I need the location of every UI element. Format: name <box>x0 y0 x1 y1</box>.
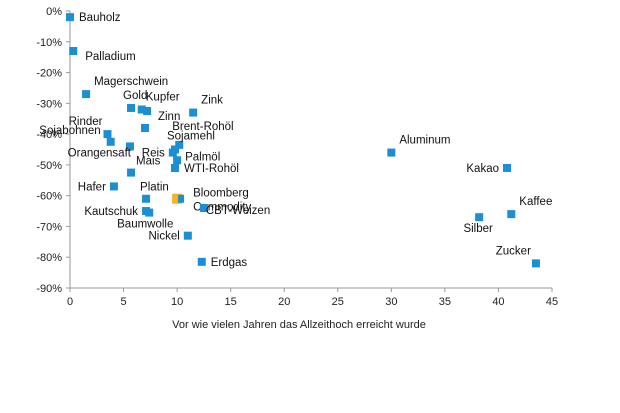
x-tick-label: 10 <box>171 296 183 308</box>
point-label: Brent-Rohöl <box>172 121 233 133</box>
data-point <box>140 123 149 132</box>
point-label: Sojamehl <box>167 131 215 143</box>
y-tick-label: -40% <box>36 129 62 141</box>
point-label: Silber <box>463 223 493 235</box>
data-point <box>137 105 146 114</box>
data-point <box>475 213 484 222</box>
data-point <box>172 193 183 204</box>
data-point <box>183 231 192 240</box>
x-tick-label: 25 <box>332 296 344 308</box>
data-point <box>199 203 208 212</box>
y-tick-label: -80% <box>36 252 62 264</box>
data-point <box>82 90 91 99</box>
data-point <box>66 13 74 22</box>
point-label: Baumwolle <box>117 219 173 231</box>
point-label: Magerschwein <box>94 76 168 88</box>
x-tick-label: 15 <box>225 296 237 308</box>
data-point <box>103 130 112 139</box>
data-point <box>109 182 118 191</box>
data-point <box>503 163 512 172</box>
data-point <box>387 148 396 157</box>
point-label: Kaffee <box>519 196 552 208</box>
point-label: Palladium <box>85 51 136 63</box>
x-tick-label: 30 <box>385 296 397 308</box>
point-label: Zucker <box>496 245 531 257</box>
point-label: Gold <box>123 90 147 102</box>
x-axis-label: Vor wie vielen Jahren das Allzeithoch er… <box>172 319 426 331</box>
point-label: WTI-Rohöl <box>184 163 239 175</box>
y-tick-label: -60% <box>36 191 62 203</box>
data-point <box>175 140 184 149</box>
point-label: Bauholz <box>79 12 121 24</box>
x-tick-label: 40 <box>492 296 504 308</box>
point-label: Erdgas <box>211 257 248 269</box>
point-label: Zinn <box>158 111 180 123</box>
data-point <box>197 257 206 266</box>
y-tick-label: -10% <box>36 37 62 49</box>
point-label: Kakao <box>466 163 499 175</box>
point-label: Rinder <box>69 116 103 128</box>
point-label: Kautschuk <box>84 206 138 218</box>
data-point <box>106 137 115 146</box>
point-label: Nickel <box>149 231 180 243</box>
x-tick-label: 45 <box>546 296 558 308</box>
data-point <box>531 259 540 268</box>
y-tick-label: -90% <box>36 283 62 295</box>
data-point <box>69 47 78 56</box>
data-point <box>127 103 136 112</box>
data-point <box>142 194 151 203</box>
point-label: Aluminum <box>399 135 450 147</box>
point-label: Sojabohnen <box>39 125 100 137</box>
data-point <box>170 163 179 172</box>
data-point <box>173 156 182 165</box>
y-tick-label: -70% <box>36 221 62 233</box>
data-point <box>507 210 516 219</box>
point-label: Kupfer <box>146 91 180 103</box>
data-point <box>143 107 152 116</box>
data-point <box>125 142 134 151</box>
point-label: Zink <box>201 95 223 107</box>
point-label: Reis <box>142 148 165 160</box>
x-tick-label: 20 <box>278 296 290 308</box>
x-tick-label: 35 <box>439 296 451 308</box>
y-tick-label: -30% <box>36 98 62 110</box>
data-point <box>168 148 177 157</box>
point-label: Platin <box>140 182 169 194</box>
point-label: Hafer <box>78 181 106 193</box>
y-tick-label: -50% <box>36 160 62 172</box>
point-label: Orangensaft <box>68 147 132 159</box>
data-point-shadow <box>178 194 185 203</box>
x-tick-label: 0 <box>67 296 73 308</box>
point-label: CBT-Weizen <box>206 205 270 217</box>
data-point <box>189 108 198 117</box>
data-point <box>145 208 154 217</box>
y-tick-label: -20% <box>36 68 62 80</box>
x-tick-label: 5 <box>120 296 126 308</box>
point-label: Mais <box>136 156 161 168</box>
y-tick-label: 0% <box>46 6 62 18</box>
data-point <box>127 168 136 177</box>
point-label: Palmöl <box>185 151 220 163</box>
